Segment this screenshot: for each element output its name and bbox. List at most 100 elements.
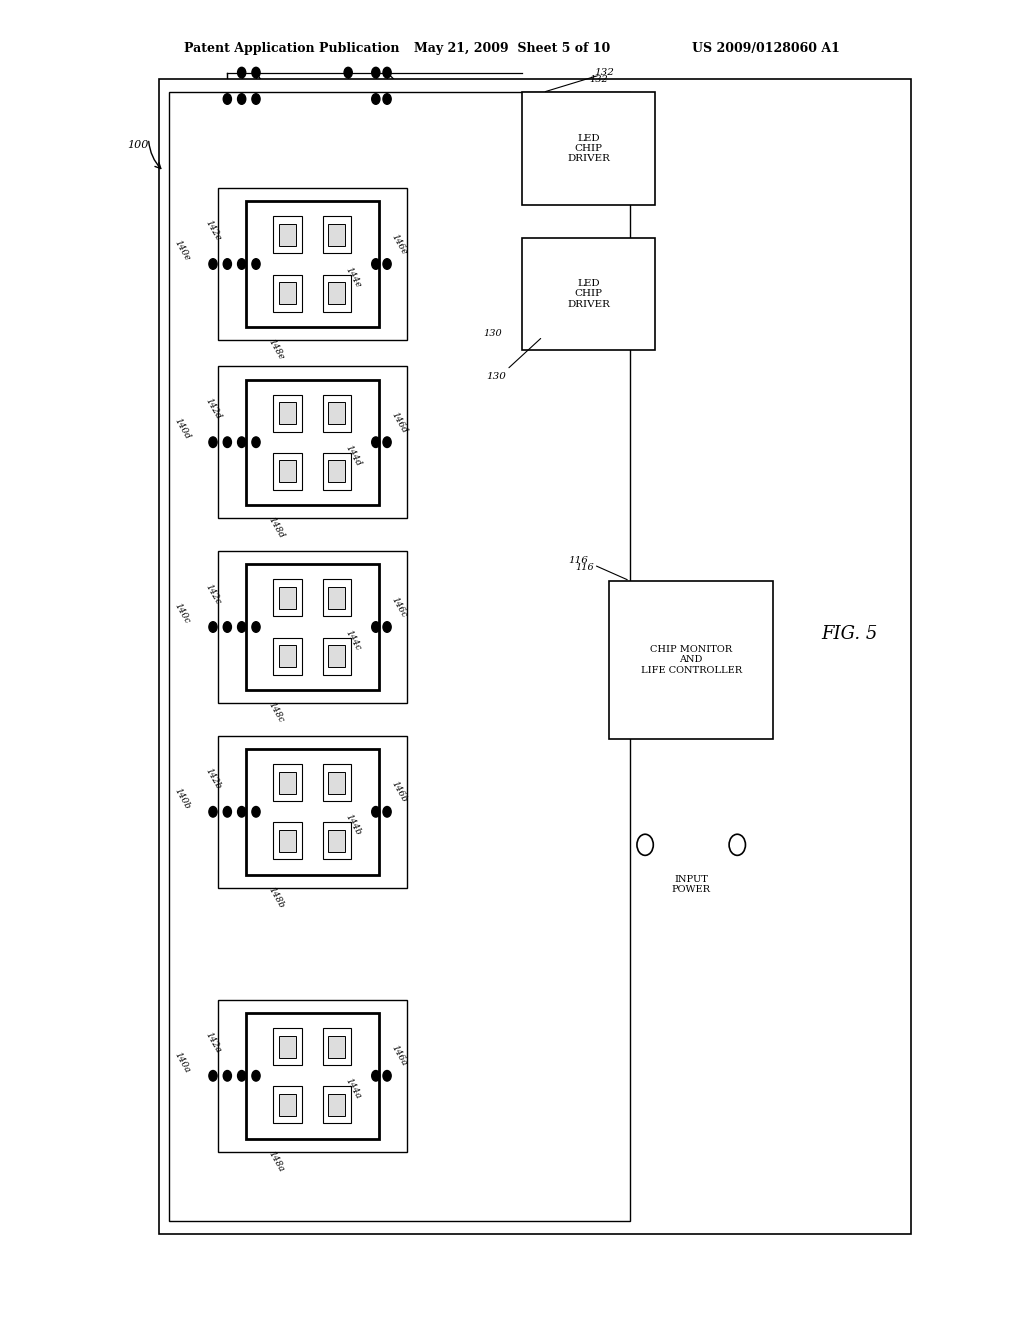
Text: 144c: 144c bbox=[344, 628, 362, 652]
Text: 132: 132 bbox=[594, 69, 614, 77]
Bar bbox=[246, 201, 379, 326]
Bar bbox=[280, 1036, 296, 1057]
Bar bbox=[522, 92, 655, 205]
Bar bbox=[329, 587, 345, 609]
Text: 142a: 142a bbox=[204, 1031, 222, 1055]
Text: 130: 130 bbox=[486, 372, 507, 380]
Bar bbox=[217, 737, 407, 887]
Bar bbox=[159, 79, 911, 1234]
Bar bbox=[217, 1001, 407, 1151]
Bar bbox=[217, 187, 407, 339]
Circle shape bbox=[372, 94, 380, 104]
Circle shape bbox=[383, 67, 391, 78]
Circle shape bbox=[209, 1071, 217, 1081]
Text: 148d: 148d bbox=[267, 516, 286, 540]
Bar bbox=[323, 216, 351, 253]
Circle shape bbox=[372, 437, 380, 447]
Bar bbox=[329, 224, 345, 246]
Circle shape bbox=[383, 437, 391, 447]
Bar bbox=[329, 461, 345, 482]
Bar bbox=[329, 282, 345, 304]
Text: 146b: 146b bbox=[390, 780, 409, 804]
Bar bbox=[280, 461, 296, 482]
Bar bbox=[273, 1028, 302, 1065]
Circle shape bbox=[209, 622, 217, 632]
Bar bbox=[329, 645, 345, 667]
Circle shape bbox=[383, 622, 391, 632]
Bar bbox=[273, 216, 302, 253]
Circle shape bbox=[372, 622, 380, 632]
Bar bbox=[609, 581, 773, 739]
Bar bbox=[280, 403, 296, 424]
Circle shape bbox=[223, 622, 231, 632]
Bar bbox=[273, 395, 302, 432]
Text: LED
CHIP
DRIVER: LED CHIP DRIVER bbox=[567, 279, 610, 309]
Circle shape bbox=[637, 834, 653, 855]
Bar bbox=[323, 395, 351, 432]
Text: 130: 130 bbox=[483, 329, 502, 338]
Circle shape bbox=[238, 807, 246, 817]
Bar bbox=[323, 1028, 351, 1065]
Bar bbox=[273, 764, 302, 801]
Circle shape bbox=[238, 67, 246, 78]
Text: 116: 116 bbox=[568, 557, 589, 565]
Bar bbox=[323, 638, 351, 675]
Circle shape bbox=[372, 807, 380, 817]
Text: US 2009/0128060 A1: US 2009/0128060 A1 bbox=[692, 42, 840, 55]
Circle shape bbox=[252, 259, 260, 269]
Text: 142c: 142c bbox=[204, 582, 222, 606]
Bar bbox=[280, 1094, 296, 1115]
Circle shape bbox=[223, 437, 231, 447]
Circle shape bbox=[209, 807, 217, 817]
Circle shape bbox=[383, 1071, 391, 1081]
Circle shape bbox=[383, 94, 391, 104]
Bar bbox=[323, 1086, 351, 1123]
Text: CHIP MONITOR
AND
LIFE CONTROLLER: CHIP MONITOR AND LIFE CONTROLLER bbox=[641, 645, 741, 675]
Text: FIG. 5: FIG. 5 bbox=[821, 624, 879, 643]
Circle shape bbox=[344, 67, 352, 78]
Text: Patent Application Publication: Patent Application Publication bbox=[184, 42, 399, 55]
Text: 144a: 144a bbox=[344, 1077, 362, 1101]
Bar bbox=[169, 92, 630, 1221]
Circle shape bbox=[238, 259, 246, 269]
Circle shape bbox=[372, 67, 380, 78]
Circle shape bbox=[729, 834, 745, 855]
Circle shape bbox=[252, 437, 260, 447]
Text: 146d: 146d bbox=[390, 411, 409, 434]
Bar bbox=[217, 366, 407, 517]
Text: 148e: 148e bbox=[267, 338, 286, 362]
Bar bbox=[246, 380, 379, 504]
Bar bbox=[280, 282, 296, 304]
Text: 100: 100 bbox=[128, 140, 148, 150]
Circle shape bbox=[383, 259, 391, 269]
Circle shape bbox=[252, 807, 260, 817]
Bar bbox=[280, 645, 296, 667]
Bar bbox=[323, 275, 351, 312]
Text: 140e: 140e bbox=[173, 239, 191, 263]
Bar bbox=[522, 238, 655, 350]
Text: 140c: 140c bbox=[173, 602, 191, 626]
Circle shape bbox=[252, 94, 260, 104]
Circle shape bbox=[223, 259, 231, 269]
Bar bbox=[246, 1014, 379, 1138]
Text: 142b: 142b bbox=[204, 767, 222, 791]
Text: 148a: 148a bbox=[267, 1150, 286, 1173]
Bar bbox=[329, 403, 345, 424]
Bar bbox=[329, 830, 345, 851]
Bar bbox=[323, 579, 351, 616]
Text: 142e: 142e bbox=[204, 219, 222, 243]
Circle shape bbox=[209, 259, 217, 269]
Bar bbox=[323, 453, 351, 490]
Bar bbox=[280, 830, 296, 851]
Circle shape bbox=[238, 437, 246, 447]
Bar bbox=[273, 822, 302, 859]
Circle shape bbox=[223, 807, 231, 817]
Bar bbox=[323, 822, 351, 859]
Circle shape bbox=[252, 1071, 260, 1081]
Text: 146c: 146c bbox=[390, 595, 409, 619]
Text: 144d: 144d bbox=[344, 444, 362, 467]
Circle shape bbox=[223, 94, 231, 104]
Text: 140d: 140d bbox=[173, 417, 191, 441]
Text: 146a: 146a bbox=[390, 1044, 409, 1068]
Text: 144e: 144e bbox=[344, 265, 362, 289]
